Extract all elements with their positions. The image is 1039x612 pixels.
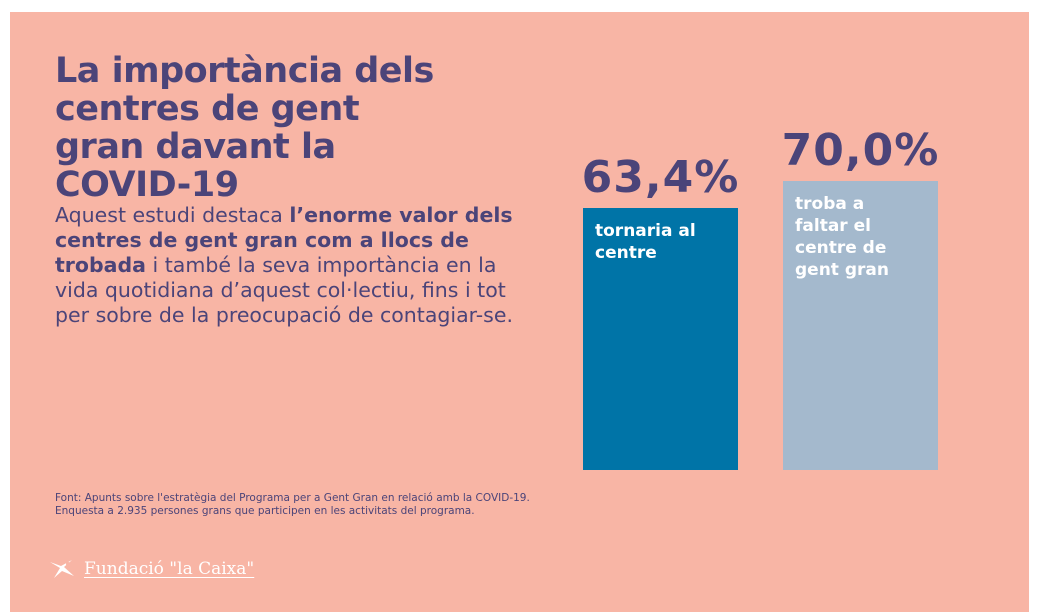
title: La importància dels centres de gent gran… xyxy=(55,51,434,205)
bar-label: troba a faltar el centre de gent gran xyxy=(795,194,889,280)
text: Aquest estudi destaca xyxy=(55,203,290,227)
description: Aquest estudi destaca l’enorme valor del… xyxy=(55,203,525,328)
logo-star xyxy=(50,560,74,578)
bar xyxy=(583,208,738,470)
brand: Fundació "la Caixa" xyxy=(84,559,255,579)
bar-label: tornaria al centre xyxy=(595,221,696,264)
value-label: 70,0% xyxy=(781,125,940,176)
text: i també la seva importància en la vida q… xyxy=(55,253,513,327)
logo: Fundació "la Caixa" xyxy=(48,558,254,580)
text-bold: l’enorme valor dels centres de gent gran… xyxy=(55,203,513,277)
bar xyxy=(783,181,938,470)
source: Font: Apunts sobre l'estratègia del Prog… xyxy=(55,492,530,517)
value-label: 63,4% xyxy=(581,152,740,204)
